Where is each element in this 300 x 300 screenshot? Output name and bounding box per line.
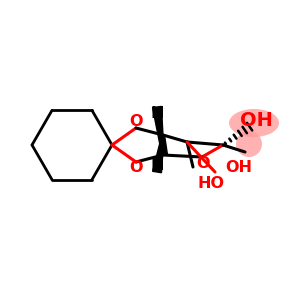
Polygon shape xyxy=(153,135,164,173)
Text: O: O xyxy=(129,115,143,130)
Text: HO: HO xyxy=(197,176,224,190)
Text: OH: OH xyxy=(240,112,272,130)
Polygon shape xyxy=(152,106,164,155)
Text: H: H xyxy=(150,106,164,122)
Text: O: O xyxy=(196,157,210,172)
Polygon shape xyxy=(158,135,167,155)
Text: OH: OH xyxy=(225,160,252,175)
Ellipse shape xyxy=(229,109,279,137)
Text: H: H xyxy=(150,158,164,172)
Text: O: O xyxy=(129,160,143,175)
Circle shape xyxy=(236,131,262,157)
